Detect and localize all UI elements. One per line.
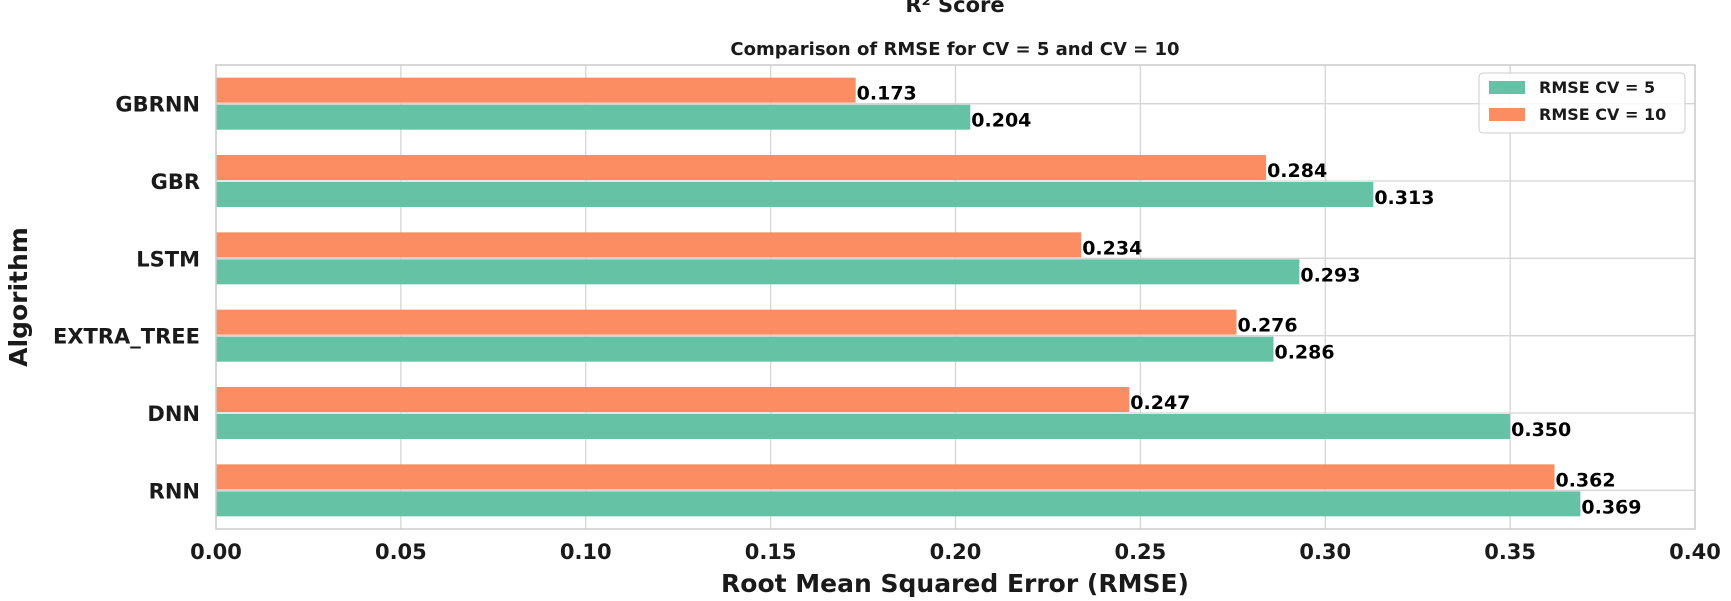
bar-value-label: 0.173 bbox=[857, 83, 917, 105]
y-category-label: GBRNN bbox=[115, 93, 200, 117]
x-axis-label: Root Mean Squared Error (RMSE) bbox=[721, 569, 1189, 598]
bar-value-label: 0.276 bbox=[1238, 315, 1298, 337]
bar-value-label: 0.284 bbox=[1267, 160, 1327, 182]
bar-cv10 bbox=[216, 464, 1555, 490]
x-tick-label: 0.25 bbox=[1114, 540, 1166, 564]
bar-value-label: 0.313 bbox=[1374, 187, 1434, 209]
x-ticks: 0.00 0.05 0.10 0.15 0.20 0.25 0.30 0.35 0.40 bbox=[190, 540, 1721, 564]
x-tick-label: 0.20 bbox=[930, 540, 982, 564]
gridlines bbox=[215, 65, 1696, 529]
x-tick-label: 0.05 bbox=[375, 540, 427, 564]
bar-value-label: 0.286 bbox=[1274, 342, 1334, 364]
y-category-labels: RNN DNN EXTRA_TREE LSTM GBR GBRNN bbox=[53, 93, 200, 504]
chart-title: Comparison of RMSE for CV = 5 and CV = 1… bbox=[730, 39, 1179, 60]
bar-value-label: 0.369 bbox=[1581, 496, 1641, 518]
bar-cv10 bbox=[216, 155, 1267, 180]
bar-value-label: 0.247 bbox=[1130, 392, 1190, 414]
bar-cv10 bbox=[216, 309, 1237, 335]
legend-swatch-cv5 bbox=[1489, 81, 1525, 94]
y-axis-label: Algorithm bbox=[4, 227, 33, 367]
bars bbox=[216, 77, 1581, 517]
bar-cv5 bbox=[216, 336, 1274, 362]
x-tick-label: 0.10 bbox=[560, 540, 612, 564]
legend-label-cv5: RMSE CV = 5 bbox=[1539, 78, 1655, 97]
y-category-label: EXTRA_TREE bbox=[53, 325, 200, 349]
x-tick-label: 0.15 bbox=[745, 540, 797, 564]
legend-label-cv10: RMSE CV = 10 bbox=[1539, 105, 1666, 124]
plot-frame bbox=[215, 64, 1696, 530]
y-category-label: DNN bbox=[147, 402, 200, 426]
x-tick-label: 0.40 bbox=[1669, 540, 1721, 564]
bar-value-label: 0.293 bbox=[1300, 264, 1360, 286]
y-category-label: GBR bbox=[151, 170, 200, 194]
bar-cv5 bbox=[216, 414, 1511, 439]
chart-suptitle: R² Score bbox=[905, 0, 1004, 17]
bar-cv5 bbox=[216, 182, 1374, 207]
value-labels: 0.369 0.350 0.286 0.293 0.313 0.204 0.362 0.247… bbox=[857, 83, 1642, 519]
bar-cv5 bbox=[216, 491, 1581, 517]
bar-cv10 bbox=[216, 387, 1130, 412]
legend-box bbox=[1478, 72, 1686, 134]
bar-value-label: 0.204 bbox=[971, 110, 1031, 132]
x-tick-label: 0.00 bbox=[190, 540, 242, 564]
x-tick-label: 0.30 bbox=[1299, 540, 1351, 564]
bar-cv5 bbox=[216, 259, 1300, 285]
y-category-label: LSTM bbox=[136, 247, 200, 271]
bar-value-label: 0.234 bbox=[1082, 237, 1142, 259]
x-tick-label: 0.35 bbox=[1484, 540, 1536, 564]
bar-value-label: 0.362 bbox=[1555, 469, 1615, 491]
legend-swatch-cv10 bbox=[1489, 108, 1525, 121]
legend: RMSE CV = 5 RMSE CV = 10 bbox=[1478, 72, 1686, 134]
bar-cv5 bbox=[216, 104, 971, 130]
y-category-label: RNN bbox=[149, 479, 200, 503]
bar-cv10 bbox=[216, 232, 1082, 258]
bar-cv10 bbox=[216, 77, 856, 103]
bar-value-label: 0.350 bbox=[1511, 419, 1571, 441]
